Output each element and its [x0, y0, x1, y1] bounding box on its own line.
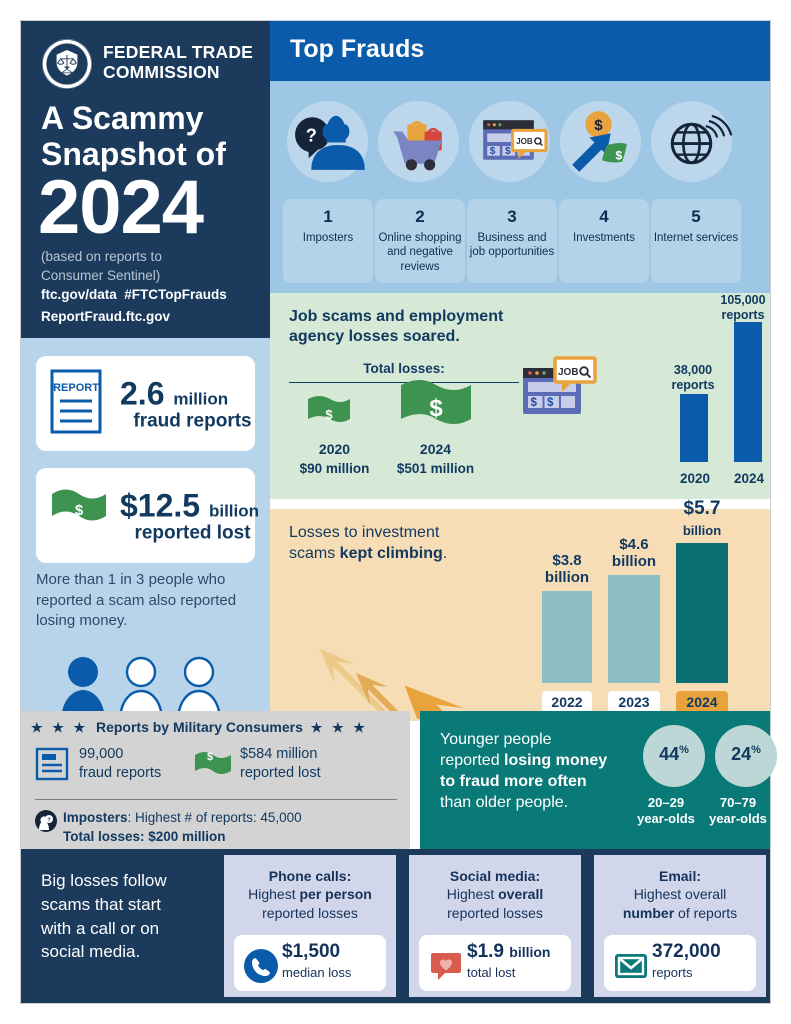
svg-text:REPORT: REPORT [53, 382, 99, 394]
svg-text:$: $ [531, 397, 538, 409]
svg-text:JOB: JOB [558, 367, 579, 378]
svg-text:$: $ [490, 146, 496, 157]
svg-text:$: $ [547, 397, 554, 409]
svg-text:$: $ [505, 146, 511, 157]
svg-text:$: $ [594, 117, 603, 134]
svg-text:?: ? [306, 126, 317, 146]
svg-text:$: $ [615, 149, 622, 163]
svg-text:JOB: JOB [516, 137, 533, 146]
